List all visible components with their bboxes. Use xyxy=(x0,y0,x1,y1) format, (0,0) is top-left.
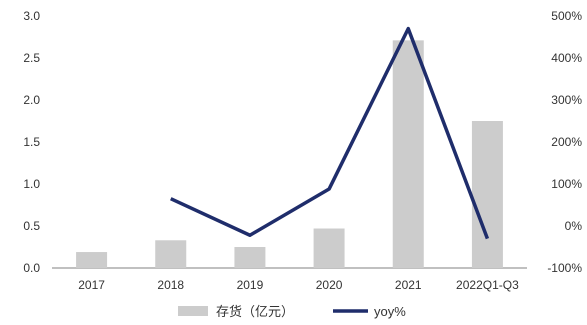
legend: 存货（亿元） yoy% xyxy=(178,304,406,319)
right-tick-label: 0% xyxy=(565,219,583,233)
yoy-line xyxy=(170,26,490,240)
x-tick-label: 2018 xyxy=(157,278,184,292)
left-tick-label: 2.5 xyxy=(23,51,40,65)
line-series xyxy=(170,26,490,240)
x-tick-label: 2017 xyxy=(78,278,105,292)
right-tick-label: 200% xyxy=(551,135,582,149)
bar-series xyxy=(76,40,503,268)
x-tick-label: 2020 xyxy=(316,278,343,292)
legend-bar-swatch xyxy=(178,306,208,316)
bar xyxy=(392,40,424,268)
right-tick-label: -100% xyxy=(547,261,582,275)
legend-line-label: yoy% xyxy=(374,304,406,319)
bar xyxy=(471,121,503,268)
left-tick-label: 1.0 xyxy=(23,177,40,191)
right-axis-ticks: -100% 0% 100% 200% 300% 400% 500% xyxy=(547,9,582,275)
bar xyxy=(234,247,266,268)
left-tick-label: 0.5 xyxy=(23,219,40,233)
x-axis-ticks: 2017 2018 2019 2020 2021 2022Q1-Q3 xyxy=(78,278,519,292)
left-tick-label: 1.5 xyxy=(23,135,40,149)
legend-bar-label: 存货（亿元） xyxy=(216,304,294,319)
right-tick-label: 100% xyxy=(551,177,582,191)
left-tick-label: 0.0 xyxy=(23,261,40,275)
bar xyxy=(155,240,187,268)
left-axis-ticks: 0.0 0.5 1.0 1.5 2.0 2.5 3.0 xyxy=(23,9,40,275)
bar xyxy=(313,228,345,268)
x-tick-label: 2019 xyxy=(237,278,264,292)
right-tick-label: 500% xyxy=(551,9,582,23)
left-tick-label: 3.0 xyxy=(23,9,40,23)
bar xyxy=(76,252,108,268)
x-tick-label: 2021 xyxy=(395,278,422,292)
x-tick-label: 2022Q1-Q3 xyxy=(456,278,519,292)
right-tick-label: 400% xyxy=(551,51,582,65)
left-tick-label: 2.0 xyxy=(23,93,40,107)
right-tick-label: 300% xyxy=(551,93,582,107)
